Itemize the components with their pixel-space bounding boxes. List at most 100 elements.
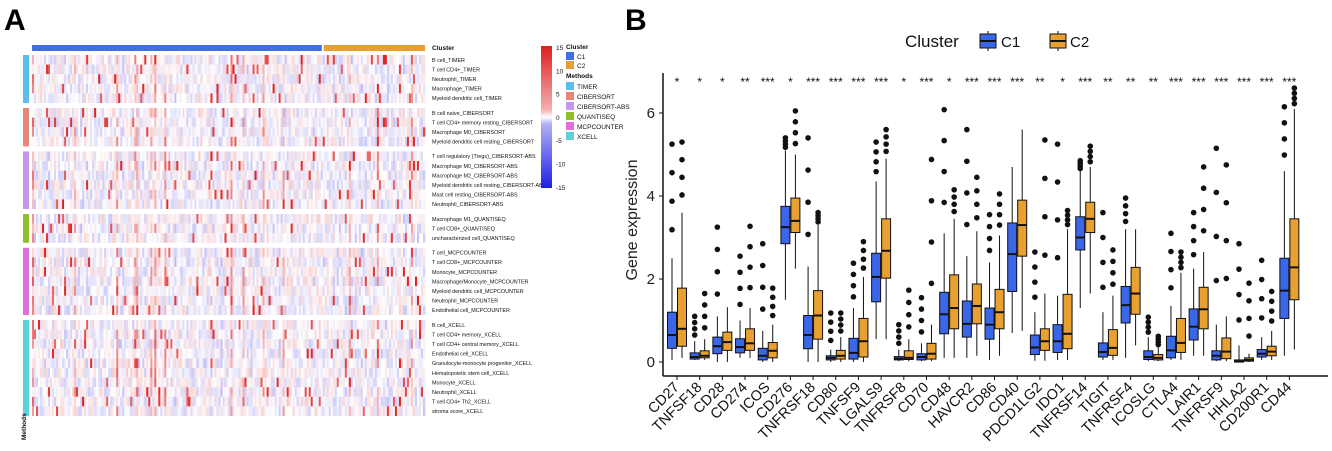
heatmap-cell (60, 83, 63, 94)
heatmap-cell (54, 305, 57, 315)
heatmap-cell (84, 127, 87, 137)
heatmap-cell (166, 247, 169, 258)
heatmap-cell (316, 189, 320, 200)
heatmap-cell (326, 233, 330, 243)
heatmap-cell (334, 189, 338, 200)
heatmap-cell (192, 136, 195, 147)
heatmap-cell (380, 233, 384, 243)
heatmap-cell (326, 247, 330, 258)
heatmap-cell (262, 295, 265, 306)
heatmap-cell (302, 276, 305, 287)
heatmap-cell (180, 64, 183, 75)
heatmap-cell (224, 257, 227, 267)
heatmap-cell (348, 214, 352, 224)
heatmap-cell (300, 117, 303, 128)
heatmap-cell (74, 257, 77, 267)
heatmap-cell (382, 267, 386, 277)
heatmap-cell (312, 117, 316, 128)
heatmap-cell (234, 108, 237, 118)
heatmap-cell (52, 117, 55, 128)
heatmap-cell (70, 320, 73, 330)
heatmap-cell (286, 295, 289, 306)
heatmap-cell (160, 74, 163, 84)
heatmap-cell (90, 64, 93, 75)
heatmap-cell (94, 276, 97, 287)
heatmap-cell (128, 286, 131, 296)
heatmap-cell (32, 276, 35, 287)
heatmap-cell (226, 295, 229, 306)
heatmap-cell (368, 305, 372, 315)
heatmap-cell (380, 83, 384, 94)
heatmap-cell (152, 267, 155, 277)
heatmap-cell (354, 233, 358, 243)
heatmap-cell (346, 170, 350, 181)
heatmap-cell (368, 214, 372, 224)
heatmap-cell (182, 199, 185, 209)
heatmap-cell (266, 136, 269, 147)
heatmap-cell (194, 151, 197, 161)
heatmap-cell (422, 267, 426, 277)
heatmap-cell (56, 320, 59, 330)
heatmap-cell (388, 180, 392, 190)
heatmap-cell (54, 276, 57, 287)
heatmap-cell (142, 286, 145, 296)
heatmap-cell (154, 108, 157, 118)
heatmap-cell (150, 83, 153, 94)
heatmap-cell (358, 257, 362, 267)
heatmap-cell (110, 223, 113, 234)
heatmap-cell (92, 151, 95, 161)
heatmap-cell (128, 257, 131, 267)
heatmap-cell (190, 305, 193, 315)
heatmap-cell (326, 286, 330, 296)
heatmap-cell (330, 276, 334, 287)
heatmap-cell (150, 64, 153, 75)
heatmap-cell (54, 180, 57, 190)
heatmap-cell (78, 189, 81, 200)
heatmap-cell (170, 108, 173, 118)
heatmap-cell (318, 64, 322, 75)
heatmap-cell (330, 151, 334, 161)
heatmap-cell (188, 199, 191, 209)
heatmap-cell (214, 286, 217, 296)
heatmap-cell (304, 74, 307, 84)
heatmap-cell (62, 295, 65, 306)
heatmap-cell (148, 151, 151, 161)
heatmap-cell (116, 276, 119, 287)
heatmap-cell (188, 83, 191, 94)
heatmap-cell (90, 161, 93, 171)
heatmap-cell (392, 127, 396, 137)
heatmap-cell (46, 151, 49, 161)
heatmap-cell (336, 108, 340, 118)
heatmap-cell (72, 267, 75, 277)
heatmap-cell (338, 189, 342, 200)
heatmap-cell (378, 276, 382, 287)
heatmap-cell (140, 108, 143, 118)
heatmap-cell (278, 223, 281, 234)
heatmap-cell (362, 214, 366, 224)
heatmap-cell (216, 305, 219, 315)
heatmap-cell (130, 267, 133, 277)
heatmap-cell (76, 117, 79, 128)
heatmap-cell (160, 108, 163, 118)
heatmap-cell (48, 320, 51, 330)
heatmap-cell (396, 199, 400, 209)
heatmap-cell (354, 74, 358, 84)
heatmap-cell (150, 286, 153, 296)
heatmap-cell (206, 223, 209, 234)
heatmap-cell (298, 276, 301, 287)
heatmap-cell (310, 223, 314, 234)
heatmap-cell (250, 286, 253, 296)
heatmap-cell (248, 305, 251, 315)
heatmap-cell (188, 189, 191, 200)
heatmap-cell (212, 286, 215, 296)
heatmap-cell (356, 286, 360, 296)
heatmap-cell (116, 180, 119, 190)
heatmap-cell (260, 136, 263, 147)
heatmap-cell (170, 267, 173, 277)
heatmap-cell (162, 247, 165, 258)
heatmap-cell (418, 223, 422, 234)
heatmap-cell (184, 199, 187, 209)
heatmap-cell (222, 295, 225, 306)
heatmap-cell (278, 170, 281, 181)
